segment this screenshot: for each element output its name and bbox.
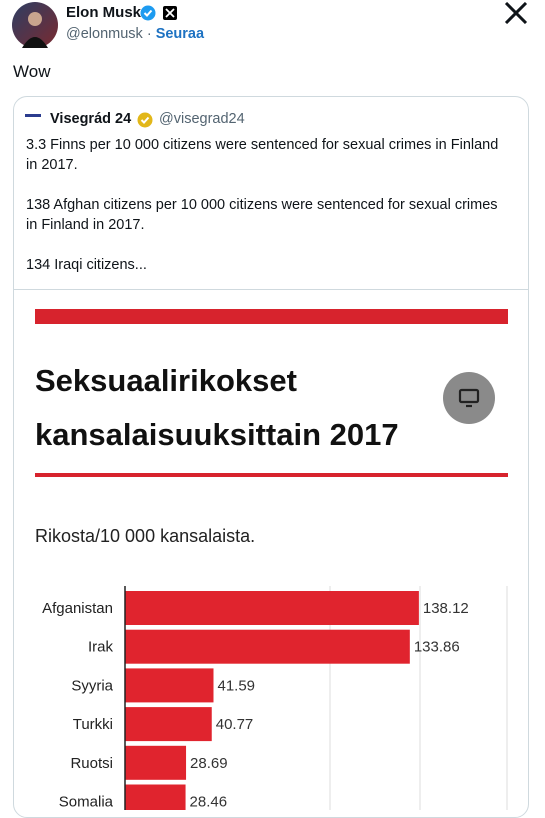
- follow-button[interactable]: Seuraa: [155, 26, 205, 42]
- badges: [140, 5, 177, 21]
- value-label: 28.69: [190, 755, 228, 772]
- value-label: 40.77: [216, 716, 254, 733]
- bar: [125, 668, 214, 703]
- quote-paragraph: 138 Afghan citizens per 10 000 citizens …: [26, 197, 498, 233]
- bar-chart: Afganistan 138.12 Irak 133.86 Syyria 41.59 Tur…: [42, 586, 508, 810]
- value-label: 28.46: [190, 793, 228, 810]
- x-logo[interactable]: [504, 2, 528, 24]
- red-line: [35, 473, 508, 477]
- bar: [125, 784, 186, 810]
- gold-badge: [137, 112, 153, 128]
- red-band: [35, 309, 508, 324]
- separator: ·: [146, 26, 152, 42]
- bar: [125, 745, 187, 780]
- quote-paragraph: 3.3 Finns per 10 000 citizens were sente…: [26, 137, 499, 173]
- chart-subtitle: Rikosta/10 000 kansalaista.: [35, 526, 256, 546]
- value-label: 41.59: [217, 677, 255, 694]
- display-button[interactable]: [442, 371, 496, 425]
- category-label: Irak: [88, 639, 114, 656]
- quote-card[interactable]: Visegrád 24 @visegrad24 3.3 Finns per 10…: [13, 96, 529, 818]
- avatar[interactable]: [12, 2, 58, 48]
- author-name[interactable]: Elon Musk: [66, 4, 142, 21]
- quote-handle[interactable]: @visegrad24: [159, 111, 245, 127]
- bar: [125, 591, 419, 625]
- category-label: Ruotsi: [70, 755, 113, 772]
- value-label: 133.86: [414, 639, 460, 656]
- bar: [125, 629, 410, 664]
- tweet-text: Wow: [13, 62, 51, 81]
- quote-avatar: [25, 114, 41, 117]
- quote-name[interactable]: Visegrád 24: [50, 111, 132, 127]
- category-label: Turkki: [73, 716, 113, 733]
- chart-image[interactable]: Seksuaalirikokset kansalaisuuksittain 20…: [14, 289, 528, 810]
- author-handle[interactable]: @elonmusk: [66, 26, 143, 42]
- category-label: Afganistan: [42, 600, 113, 617]
- category-label: Syyria: [71, 677, 113, 694]
- bar: [125, 707, 212, 742]
- quote-paragraph: 134 Iraqi citizens...: [26, 257, 147, 273]
- category-label: Somalia: [59, 793, 114, 810]
- value-label: 138.12: [423, 600, 469, 617]
- page: Elon Musk @elonmusk · Seuraa Wow Visegrá…: [12, 2, 529, 818]
- chart-title: Seksuaalirikokset kansalaisuuksittain 20…: [35, 363, 399, 452]
